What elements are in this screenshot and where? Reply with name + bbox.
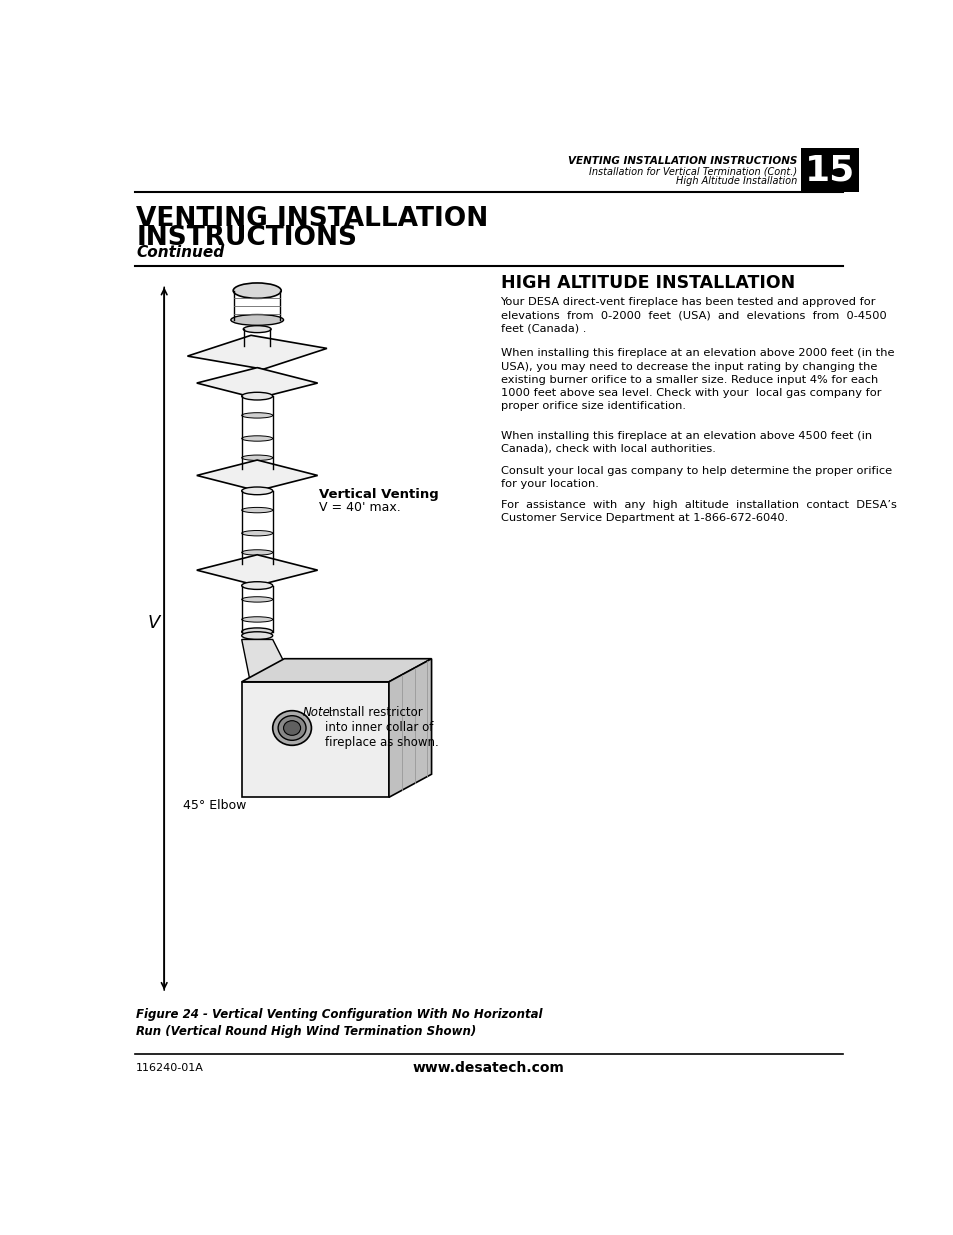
Polygon shape [241,658,431,682]
Ellipse shape [243,326,271,332]
Ellipse shape [241,561,273,568]
Ellipse shape [241,627,273,636]
Text: www.desatech.com: www.desatech.com [413,1061,564,1076]
Text: Install restrictor
into inner collar of
fireplace as shown.: Install restrictor into inner collar of … [324,706,438,750]
Ellipse shape [241,632,273,640]
Text: VENTING INSTALLATION: VENTING INSTALLATION [136,206,488,232]
Ellipse shape [243,342,271,350]
Text: HIGH ALTITUDE INSTALLATION: HIGH ALTITUDE INSTALLATION [500,274,794,291]
Text: 15: 15 [804,153,854,188]
Polygon shape [196,461,317,490]
Ellipse shape [241,616,273,622]
Polygon shape [196,368,317,399]
Text: V: V [148,614,160,632]
Ellipse shape [273,710,311,746]
Ellipse shape [233,283,281,299]
Ellipse shape [283,721,300,735]
Polygon shape [389,658,431,798]
Ellipse shape [241,508,273,513]
Text: VENTING INSTALLATION INSTRUCTIONS: VENTING INSTALLATION INSTRUCTIONS [567,157,797,167]
Ellipse shape [241,597,273,603]
Ellipse shape [241,393,273,400]
Polygon shape [241,640,292,678]
Ellipse shape [241,454,273,461]
Ellipse shape [241,466,273,473]
Text: Continued: Continued [136,245,224,259]
Ellipse shape [241,550,273,556]
Text: Installation for Vertical Termination (Cont.): Installation for Vertical Termination (C… [589,167,797,177]
Text: Note:: Note: [303,706,335,720]
Bar [801,148,858,193]
Ellipse shape [231,315,283,325]
Ellipse shape [253,674,284,682]
Ellipse shape [241,487,273,495]
Text: When installing this fireplace at an elevation above 2000 feet (in the
USA), you: When installing this fireplace at an ele… [500,348,893,411]
Text: Consult your local gas company to help determine the proper orifice
for your loc: Consult your local gas company to help d… [500,466,891,489]
Text: Your DESA direct-vent fireplace has been tested and approved for
elevations  fro: Your DESA direct-vent fireplace has been… [500,296,885,333]
Polygon shape [241,682,389,798]
Ellipse shape [241,436,273,441]
Polygon shape [196,555,317,585]
Ellipse shape [241,582,273,589]
Text: For  assistance  with  any  high  altitude  installation  contact  DESA’s
Custom: For assistance with any high altitude in… [500,500,896,524]
Ellipse shape [278,716,306,740]
Text: Vertical Venting: Vertical Venting [319,488,438,501]
Text: 116240-01A: 116240-01A [136,1063,204,1073]
Text: Figure 24 - Vertical Venting Configuration With No Horizontal
Run (Vertical Roun: Figure 24 - Vertical Venting Configurati… [136,1008,542,1039]
Text: High Altitude Installation: High Altitude Installation [676,175,797,185]
Text: INSTRUCTIONS: INSTRUCTIONS [136,225,357,251]
Polygon shape [187,336,327,369]
Text: When installing this fireplace at an elevation above 4500 feet (in
Canada), chec: When installing this fireplace at an ele… [500,431,871,454]
Ellipse shape [241,412,273,419]
Ellipse shape [241,531,273,536]
Text: V = 40' max.: V = 40' max. [319,501,400,514]
Text: 45° Elbow: 45° Elbow [183,799,246,811]
